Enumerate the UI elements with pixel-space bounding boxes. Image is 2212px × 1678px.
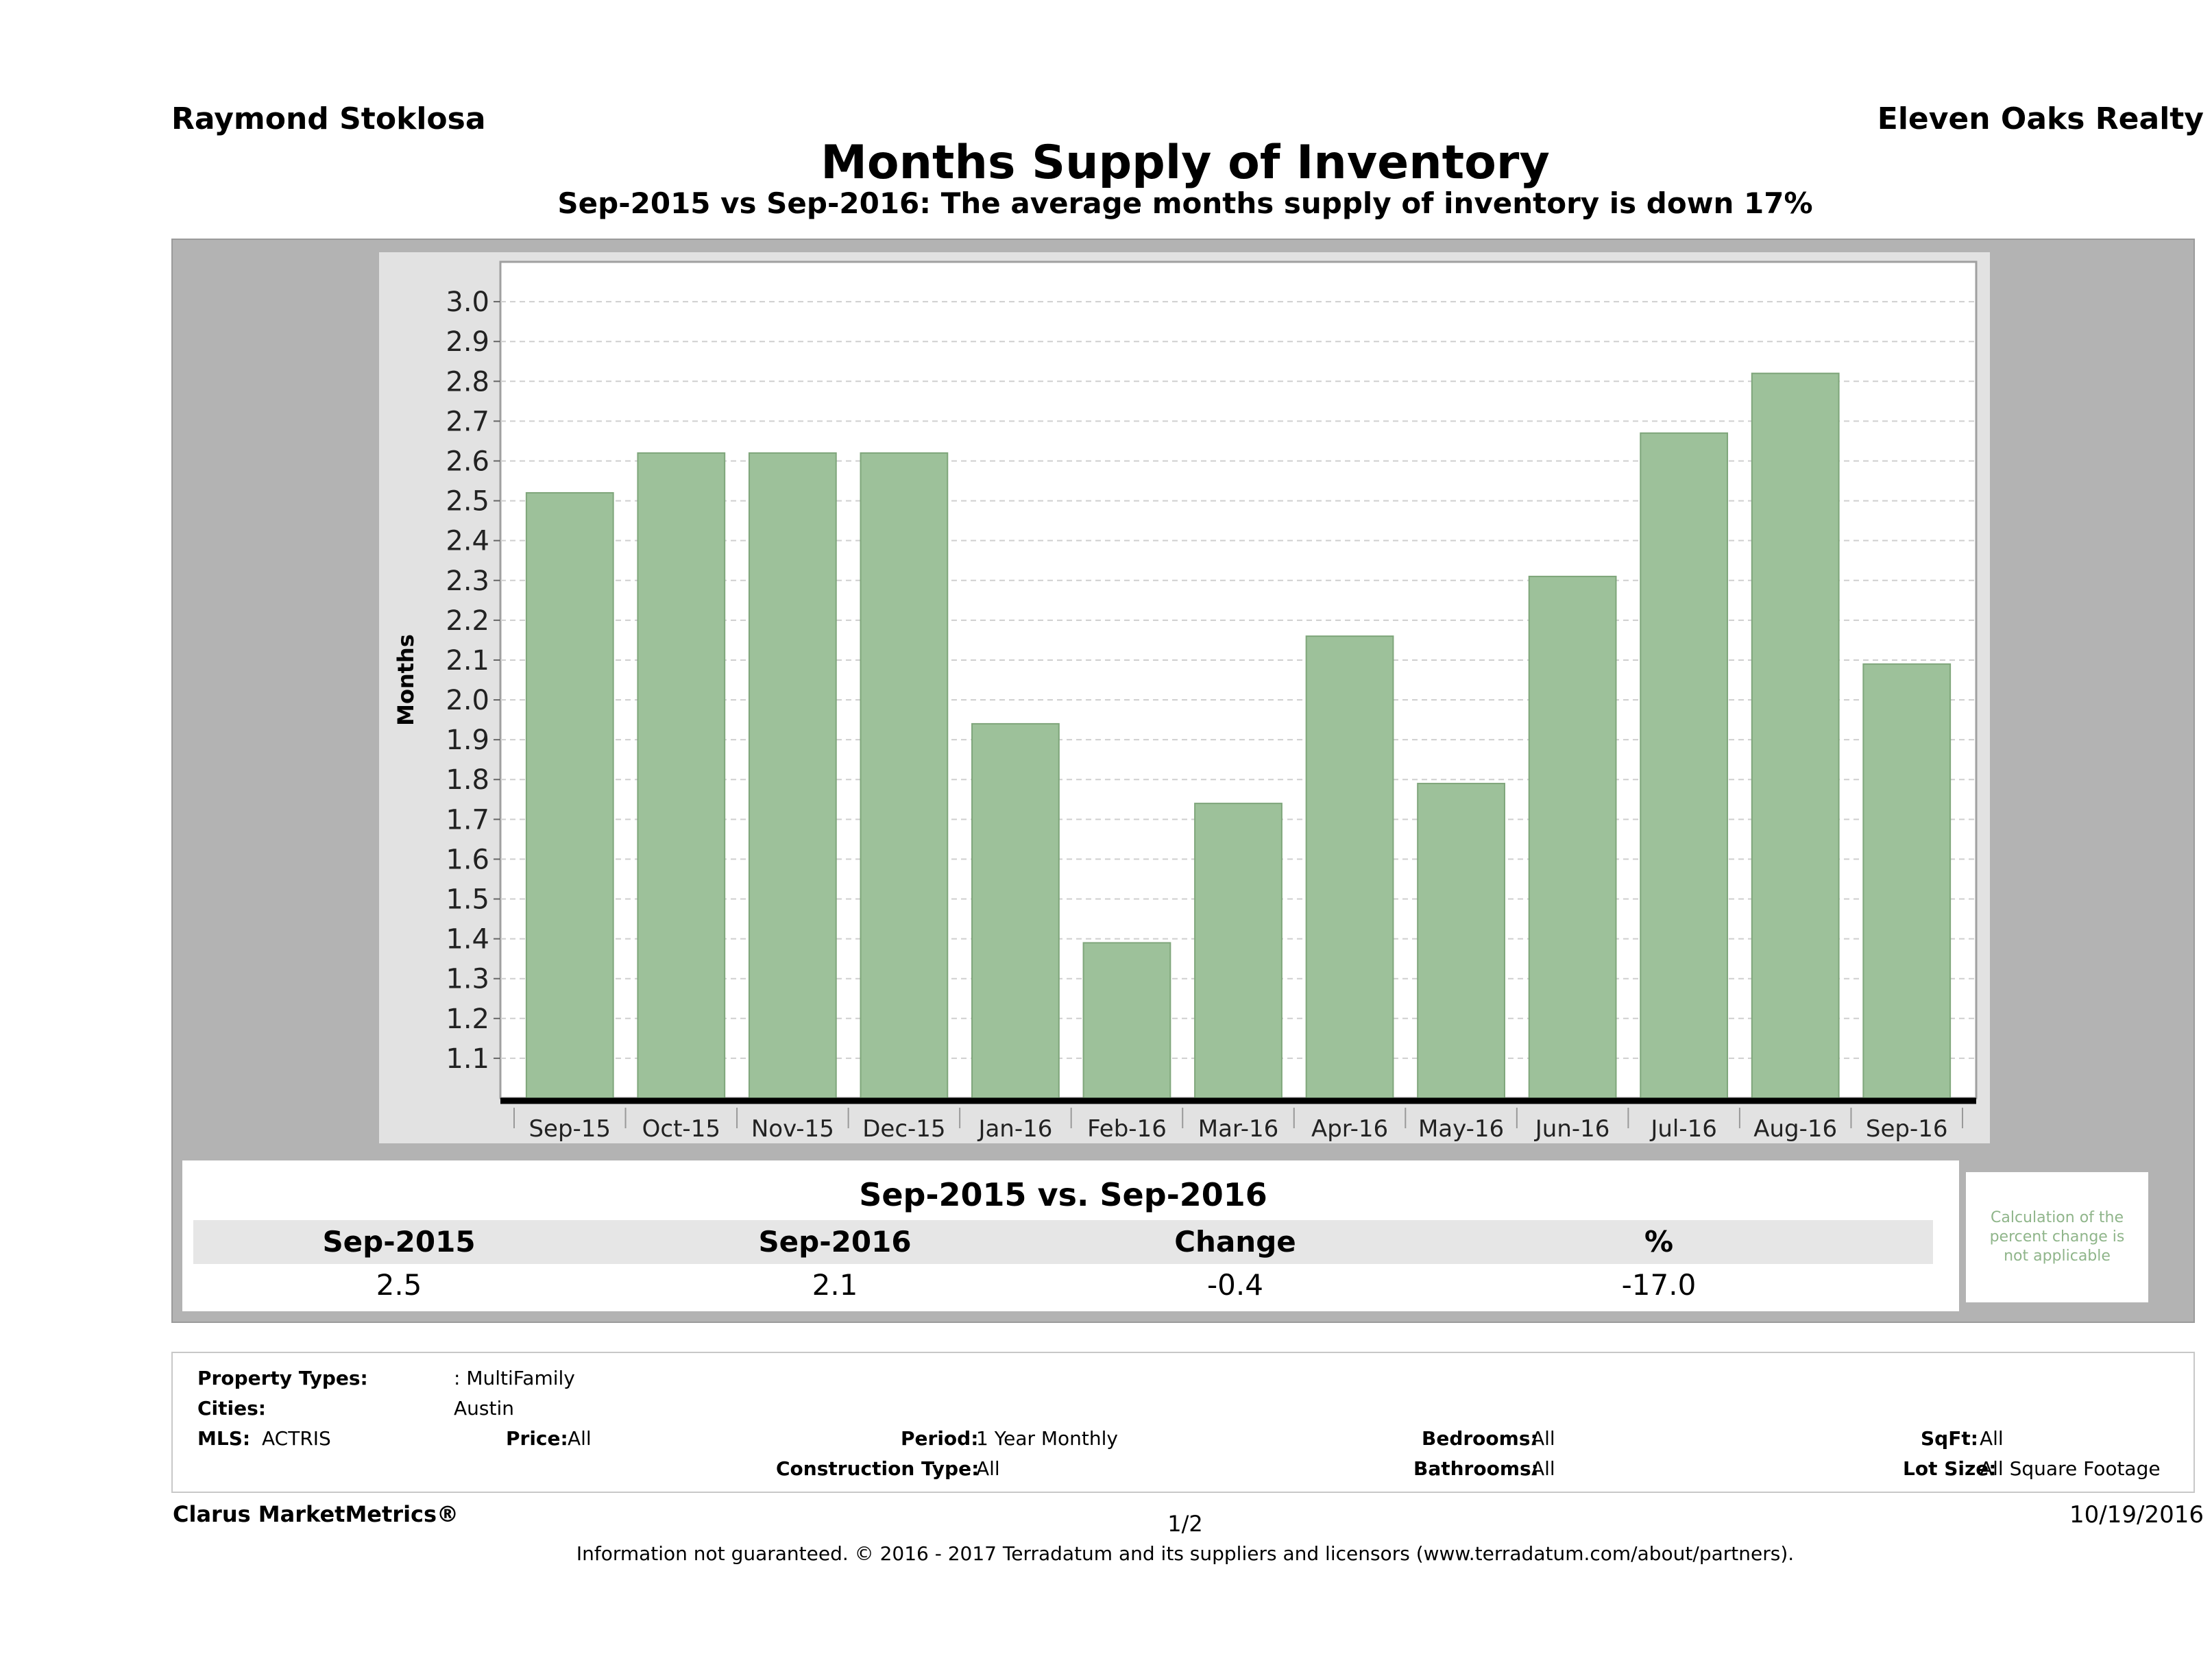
x-tick-label: Aug-16 [1753, 1115, 1837, 1143]
y-tick-label: 2.1 [446, 645, 489, 677]
bathrooms-label: Bathrooms: [1413, 1457, 1539, 1480]
bar [1528, 575, 1617, 1099]
agent-name: Raymond Stoklosa [171, 101, 486, 136]
page-title: Months Supply of Inventory [821, 136, 1550, 190]
y-axis-label: Months [393, 634, 419, 726]
summary-header-change: Change [1174, 1225, 1296, 1258]
bar [637, 452, 726, 1099]
x-tick-label: Apr-16 [1311, 1115, 1388, 1143]
percent-note: Calculation of the percent change is not… [1966, 1172, 2148, 1302]
bar [748, 452, 837, 1099]
summary-header-sep2016: Sep-2016 [758, 1225, 912, 1258]
page-subtitle: Sep-2015 vs Sep-2016: The average months… [557, 186, 1813, 220]
summary-value-percent: -17.0 [1621, 1268, 1697, 1302]
footer-date: 10/19/2016 [2069, 1501, 2204, 1529]
bathrooms-value: All [1531, 1457, 1555, 1480]
y-tick-label: 1.9 [446, 725, 489, 756]
percent-note-text: Calculation of the percent change is not… [1989, 1209, 2125, 1265]
bar [1640, 432, 1729, 1099]
x-tick-label: Nov-15 [751, 1115, 834, 1143]
y-tick-label: 1.5 [446, 884, 489, 916]
y-tick-label: 2.3 [446, 566, 489, 597]
sqft-label: SqFt: [1921, 1427, 1978, 1450]
y-tick-label: 2.8 [446, 366, 489, 398]
x-tick-label: Jan-16 [977, 1115, 1052, 1143]
x-tick-label: May-16 [1418, 1115, 1504, 1143]
y-tick-label: 2.0 [446, 685, 489, 716]
y-tick-label: 1.7 [446, 804, 489, 836]
summary-header-percent: % [1644, 1225, 1674, 1258]
mls-value: ACTRIS [262, 1427, 331, 1450]
bedrooms-value: All [1531, 1427, 1555, 1450]
property-types-label: Property Types: [197, 1367, 368, 1389]
lot-size-label: Lot Size: [1903, 1457, 1997, 1480]
bar [1751, 372, 1840, 1099]
lot-size-value: All Square Footage [1980, 1457, 2161, 1480]
y-tick-label: 2.7 [446, 406, 489, 437]
footer-page-number: 1/2 [1167, 1511, 1203, 1537]
bar [1082, 942, 1171, 1099]
cities-label: Cities: [197, 1397, 266, 1420]
x-tick-label: Oct-15 [642, 1115, 720, 1143]
criteria-box: Property Types: : MultiFamily Cities: Au… [171, 1352, 2195, 1493]
bar [525, 491, 614, 1099]
mls-label: MLS: [197, 1427, 251, 1450]
summary-value-sep2015: 2.5 [376, 1268, 422, 1302]
summary-header-row: Sep-2015 Sep-2016 Change % [193, 1220, 1933, 1264]
x-tick-label: Mar-16 [1198, 1115, 1279, 1143]
summary-header-sep2015: Sep-2015 [322, 1225, 476, 1258]
y-tick-label: 1.2 [446, 1004, 489, 1035]
footer-disclaimer: Information not guaranteed. © 2016 - 201… [576, 1542, 1795, 1565]
x-tick-label: Dec-15 [862, 1115, 945, 1143]
construction-value: All [976, 1457, 1000, 1480]
summary-value-change: -0.4 [1207, 1268, 1263, 1302]
bar [1417, 783, 1505, 1099]
bar [971, 722, 1060, 1099]
y-tick-label: 1.1 [446, 1043, 489, 1075]
summary-value-sep2016: 2.1 [812, 1268, 858, 1302]
x-tick-label: Jul-16 [1649, 1115, 1717, 1143]
bar [860, 452, 949, 1099]
y-tick-label: 1.6 [446, 844, 489, 875]
period-value: 1 Year Monthly [976, 1427, 1119, 1450]
y-tick-label: 2.2 [446, 605, 489, 637]
cities-value: Austin [454, 1397, 514, 1420]
x-tick-label: Feb-16 [1087, 1115, 1167, 1143]
bedrooms-label: Bedrooms: [1422, 1427, 1538, 1450]
y-tick-label: 2.6 [446, 446, 489, 477]
summary-title: Sep-2015 vs. Sep-2016 [193, 1172, 1933, 1217]
period-label: Period: [901, 1427, 979, 1450]
y-tick-label: 1.3 [446, 964, 489, 995]
construction-label: Construction Type: [776, 1457, 980, 1480]
y-tick-label: 2.5 [446, 486, 489, 518]
x-tick-label: Sep-15 [528, 1115, 611, 1143]
y-tick-label: 2.9 [446, 326, 489, 358]
brokerage-name: Eleven Oaks Realty [1877, 101, 2204, 136]
bar [1194, 803, 1283, 1099]
bar [1305, 635, 1394, 1099]
x-tick-label: Jun-16 [1534, 1115, 1610, 1143]
price-value: All [568, 1427, 592, 1450]
y-tick-label: 1.8 [446, 764, 489, 796]
footer-brand: Clarus MarketMetrics® [173, 1501, 459, 1527]
bar-chart: 1.1 1.2 1.3 1.4 1.5 1.6 1.7 1.8 1.9 2.0 2.1 2.2 2.3 2… [393, 260, 1978, 1143]
bar [1862, 663, 1952, 1099]
x-tick-label: Sep-16 [1866, 1115, 1948, 1143]
price-label: Price: [506, 1427, 568, 1450]
property-types-value: : MultiFamily [454, 1367, 575, 1389]
y-tick-label: 1.4 [446, 924, 489, 956]
summary-value-row: 2.5 2.1 -0.4 -17.0 [193, 1267, 1933, 1304]
y-tick-label: 3.0 [446, 287, 489, 318]
y-tick-label: 2.4 [446, 526, 489, 557]
sqft-value: All [1980, 1427, 2004, 1450]
